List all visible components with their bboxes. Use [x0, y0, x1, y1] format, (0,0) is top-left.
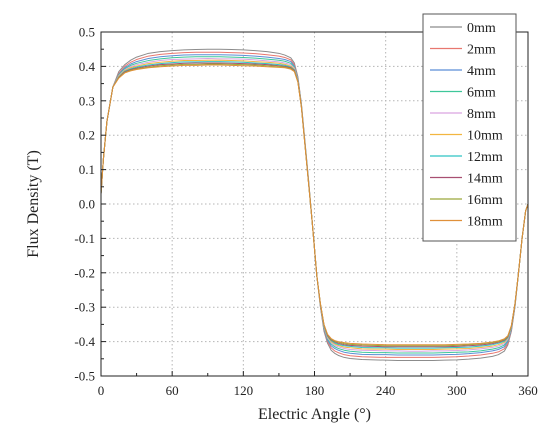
y-tick-label: -0.4: [74, 334, 95, 349]
y-tick-label: -0.1: [74, 231, 95, 246]
x-tick-label: 300: [447, 383, 467, 398]
x-tick-label: 180: [305, 383, 325, 398]
legend-label: 18mm: [467, 215, 503, 230]
legend-box: [422, 13, 517, 242]
y-tick-label: -0.2: [74, 265, 95, 280]
legend-label: 8mm: [467, 107, 496, 122]
y-tick-label: 0.5: [79, 25, 95, 40]
x-tick-label: 0: [98, 383, 105, 398]
series-line-18mm: [101, 64, 528, 346]
y-tick-label: 0.1: [79, 162, 95, 177]
y-axis-title: Flux Density (T): [25, 150, 42, 258]
x-tick-label: 360: [518, 383, 538, 398]
y-tick-label: -0.3: [74, 300, 95, 315]
ticks: 0 60 120 180 240 300 360 -0.5 -0.4 -0.3 -0.2 -0.1 0.…: [74, 25, 537, 399]
y-tick-label: 0.3: [79, 93, 95, 108]
legend-label: 2mm: [467, 43, 496, 58]
y-tick-label: 0.2: [79, 128, 95, 143]
legend: 0mm 2mm 4mm 6mm 8mm 10mm 12mm 14mm 16mm 18mm: [422, 13, 517, 242]
x-tick-label: 60: [166, 383, 179, 398]
y-tick-label: 0.4: [79, 59, 96, 74]
legend-label: 6mm: [467, 86, 496, 101]
legend-label: 10mm: [467, 129, 503, 144]
legend-label: 14mm: [467, 172, 503, 187]
legend-label: 0mm: [467, 21, 496, 36]
x-tick-label: 240: [376, 383, 396, 398]
legend-label: 16mm: [467, 193, 503, 208]
y-tick-label: -0.5: [74, 369, 95, 384]
x-axis-title: Electric Angle (°): [258, 406, 371, 423]
legend-label: 4mm: [467, 64, 496, 79]
x-tick-label: 120: [234, 383, 254, 398]
y-tick-label: 0.0: [79, 197, 95, 212]
legend-label: 12mm: [467, 150, 503, 165]
series-group: [101, 48, 528, 362]
